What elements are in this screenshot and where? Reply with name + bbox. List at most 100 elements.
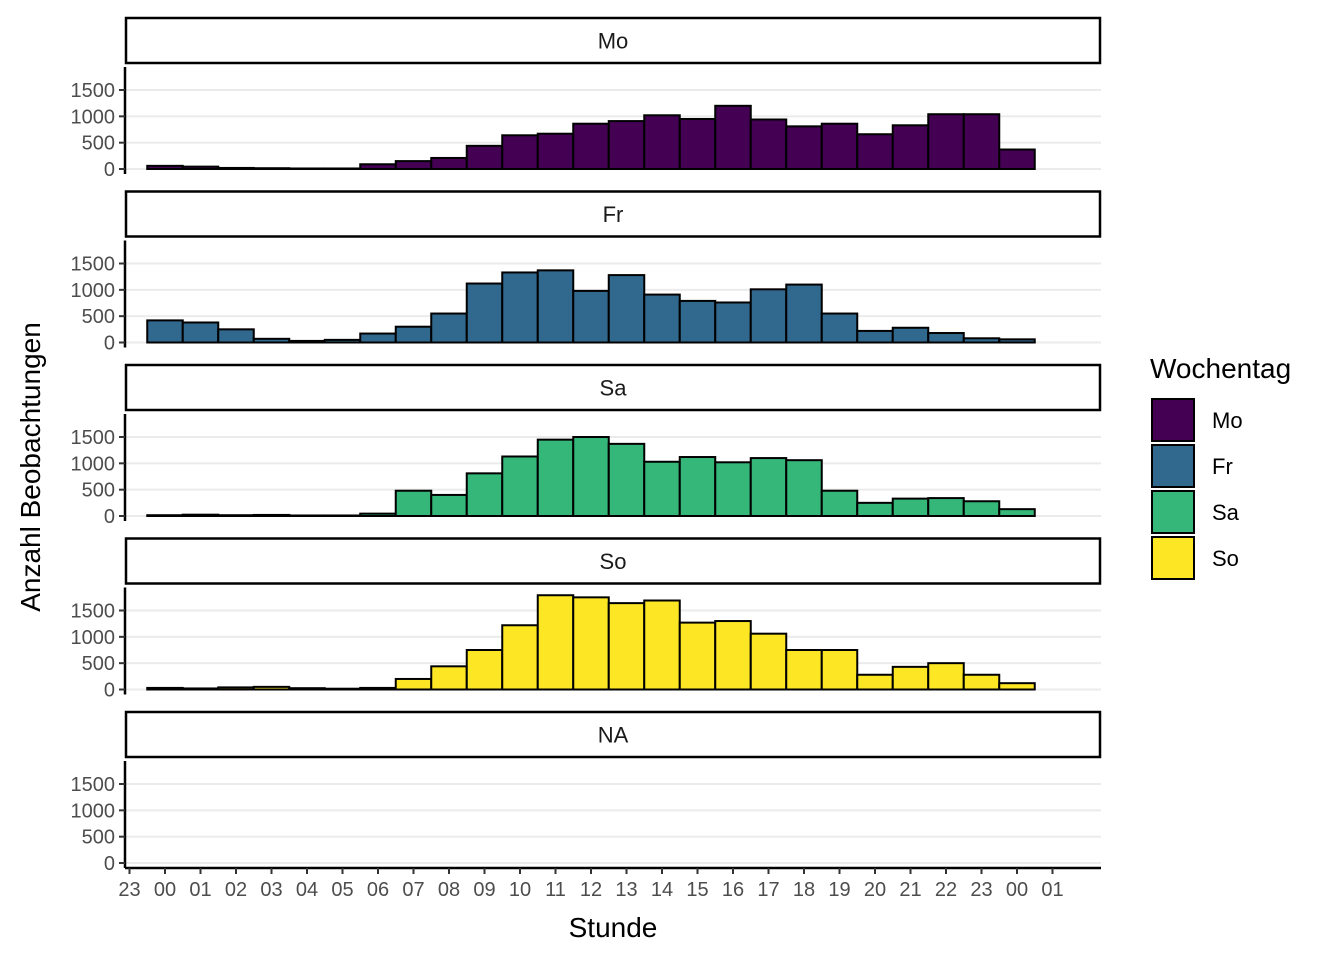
legend-key-so — [1151, 536, 1195, 580]
y-tick-label: 1000 — [71, 106, 116, 128]
x-tick-label: 17 — [757, 879, 779, 901]
facet-strip — [124, 16, 1102, 65]
bar-sa-24 — [998, 508, 1036, 518]
bar-fr-1 — [181, 321, 220, 344]
bar-mo-12 — [572, 122, 610, 171]
bar-fr-20 — [856, 329, 894, 344]
bar-fr-23 — [962, 337, 1001, 344]
bar-sa-21 — [891, 497, 930, 518]
bar-mo-24 — [998, 148, 1036, 171]
x-tick-label: 00 — [1006, 879, 1028, 901]
y-tick-label: 1000 — [71, 800, 116, 822]
bar-sa-9 — [465, 472, 504, 517]
x-axis: 23 00 01 02 03 04 05 06 07 08 09 10 11 12 13 14 15 16 17 18… — [118, 866, 1101, 901]
bar-sa-3 — [252, 513, 291, 518]
y-tick-label: 500 — [82, 133, 115, 155]
bar-sa-11 — [536, 438, 575, 517]
bar-mo-18 — [785, 125, 823, 170]
x-tick-label: 06 — [367, 879, 389, 901]
bar-fr-0 — [146, 319, 184, 344]
x-tick-label: 14 — [651, 879, 673, 901]
legend-key-sa — [1151, 490, 1195, 534]
bar-sa-1 — [181, 513, 220, 518]
bar-fr-6 — [359, 332, 397, 344]
bar-mo-3 — [252, 167, 291, 171]
facet-strip-label: Fr — [603, 202, 624, 227]
x-axis-title: Stunde — [569, 912, 658, 943]
x-tick-label: 23 — [970, 879, 992, 901]
bar-sa-13 — [607, 442, 646, 517]
x-tick-label: 10 — [509, 879, 531, 901]
y-tick-label: 0 — [104, 680, 115, 702]
bar-so-13 — [607, 602, 646, 691]
bar-fr-17 — [749, 288, 788, 344]
bar-fr-15 — [678, 299, 717, 344]
bar-so-20 — [856, 673, 894, 691]
x-tick-label: 22 — [935, 879, 957, 901]
facet-strip-label: Sa — [600, 376, 628, 401]
x-tick-label: 21 — [899, 879, 921, 901]
bar-fr-19 — [820, 312, 859, 344]
y-tick-label: 500 — [82, 653, 115, 675]
legend: Wochentag Mo Fr Sa So — [1150, 353, 1291, 580]
x-tick-label: 15 — [686, 879, 708, 901]
x-tick-label: 01 — [1041, 879, 1063, 901]
legend-key-fr — [1151, 444, 1195, 488]
bar-so-1 — [181, 687, 220, 691]
bar-fr-11 — [536, 269, 575, 344]
x-tick-label: 12 — [580, 879, 602, 901]
x-tick-label: 04 — [296, 879, 318, 901]
bar-so-17 — [749, 632, 788, 691]
bar-so-7 — [394, 677, 433, 691]
bar-mo-21 — [891, 124, 930, 171]
y-tick-label: 1500 — [71, 427, 116, 449]
bar-so-24 — [998, 682, 1036, 691]
bar-fr-7 — [394, 325, 433, 344]
bar-mo-8 — [430, 156, 468, 170]
bar-sa-8 — [430, 493, 468, 517]
facet-strip — [124, 190, 1102, 238]
facet-strip-label: Mo — [598, 29, 629, 54]
x-tick-label: 19 — [828, 879, 850, 901]
legend-key-mo — [1151, 398, 1195, 442]
bar-fr-10 — [501, 271, 539, 344]
bar-so-0 — [146, 686, 184, 691]
bar-sa-23 — [962, 500, 1001, 517]
x-tick-label: 11 — [545, 879, 566, 901]
bar-mo-2 — [217, 166, 255, 170]
bar-so-14 — [643, 599, 681, 691]
bar-so-21 — [891, 665, 930, 691]
y-tick-label: 500 — [82, 306, 115, 328]
legend-label-sa: Sa — [1212, 500, 1240, 525]
x-tick-label: 23 — [118, 879, 140, 901]
y-tick-label: 0 — [104, 853, 115, 875]
bar-mo-6 — [359, 163, 397, 170]
y-tick-label: 0 — [104, 159, 115, 181]
bar-sa-5 — [323, 514, 362, 517]
legend-label-mo: Mo — [1212, 408, 1243, 433]
bar-so-19 — [820, 649, 859, 691]
bar-so-18 — [785, 649, 823, 691]
x-tick-label: 08 — [438, 879, 460, 901]
y-tick-label: 0 — [104, 506, 115, 528]
bar-sa-6 — [359, 512, 397, 517]
x-tick-label: 20 — [864, 879, 886, 901]
bar-mo-23 — [962, 113, 1001, 170]
bar-sa-12 — [572, 436, 610, 518]
bar-mo-13 — [607, 120, 646, 170]
facet-panel-fr: Fr 0 500 1000 1500 — [71, 190, 1102, 355]
y-tick-label: 1000 — [71, 627, 116, 649]
x-tick-label: 02 — [225, 879, 247, 901]
bar-mo-5 — [323, 167, 362, 170]
bar-sa-10 — [501, 455, 539, 518]
bar-fr-24 — [998, 338, 1036, 344]
x-tick-label: 01 — [189, 879, 211, 901]
x-tick-label: 07 — [402, 879, 424, 901]
bar-fr-4 — [288, 339, 326, 344]
y-tick-label: 1500 — [71, 601, 116, 623]
bar-so-9 — [465, 649, 504, 691]
bar-sa-14 — [643, 460, 681, 518]
y-tick-label: 1500 — [71, 774, 116, 796]
facet-strip-label: So — [600, 549, 627, 574]
facet-strip — [124, 710, 1102, 759]
